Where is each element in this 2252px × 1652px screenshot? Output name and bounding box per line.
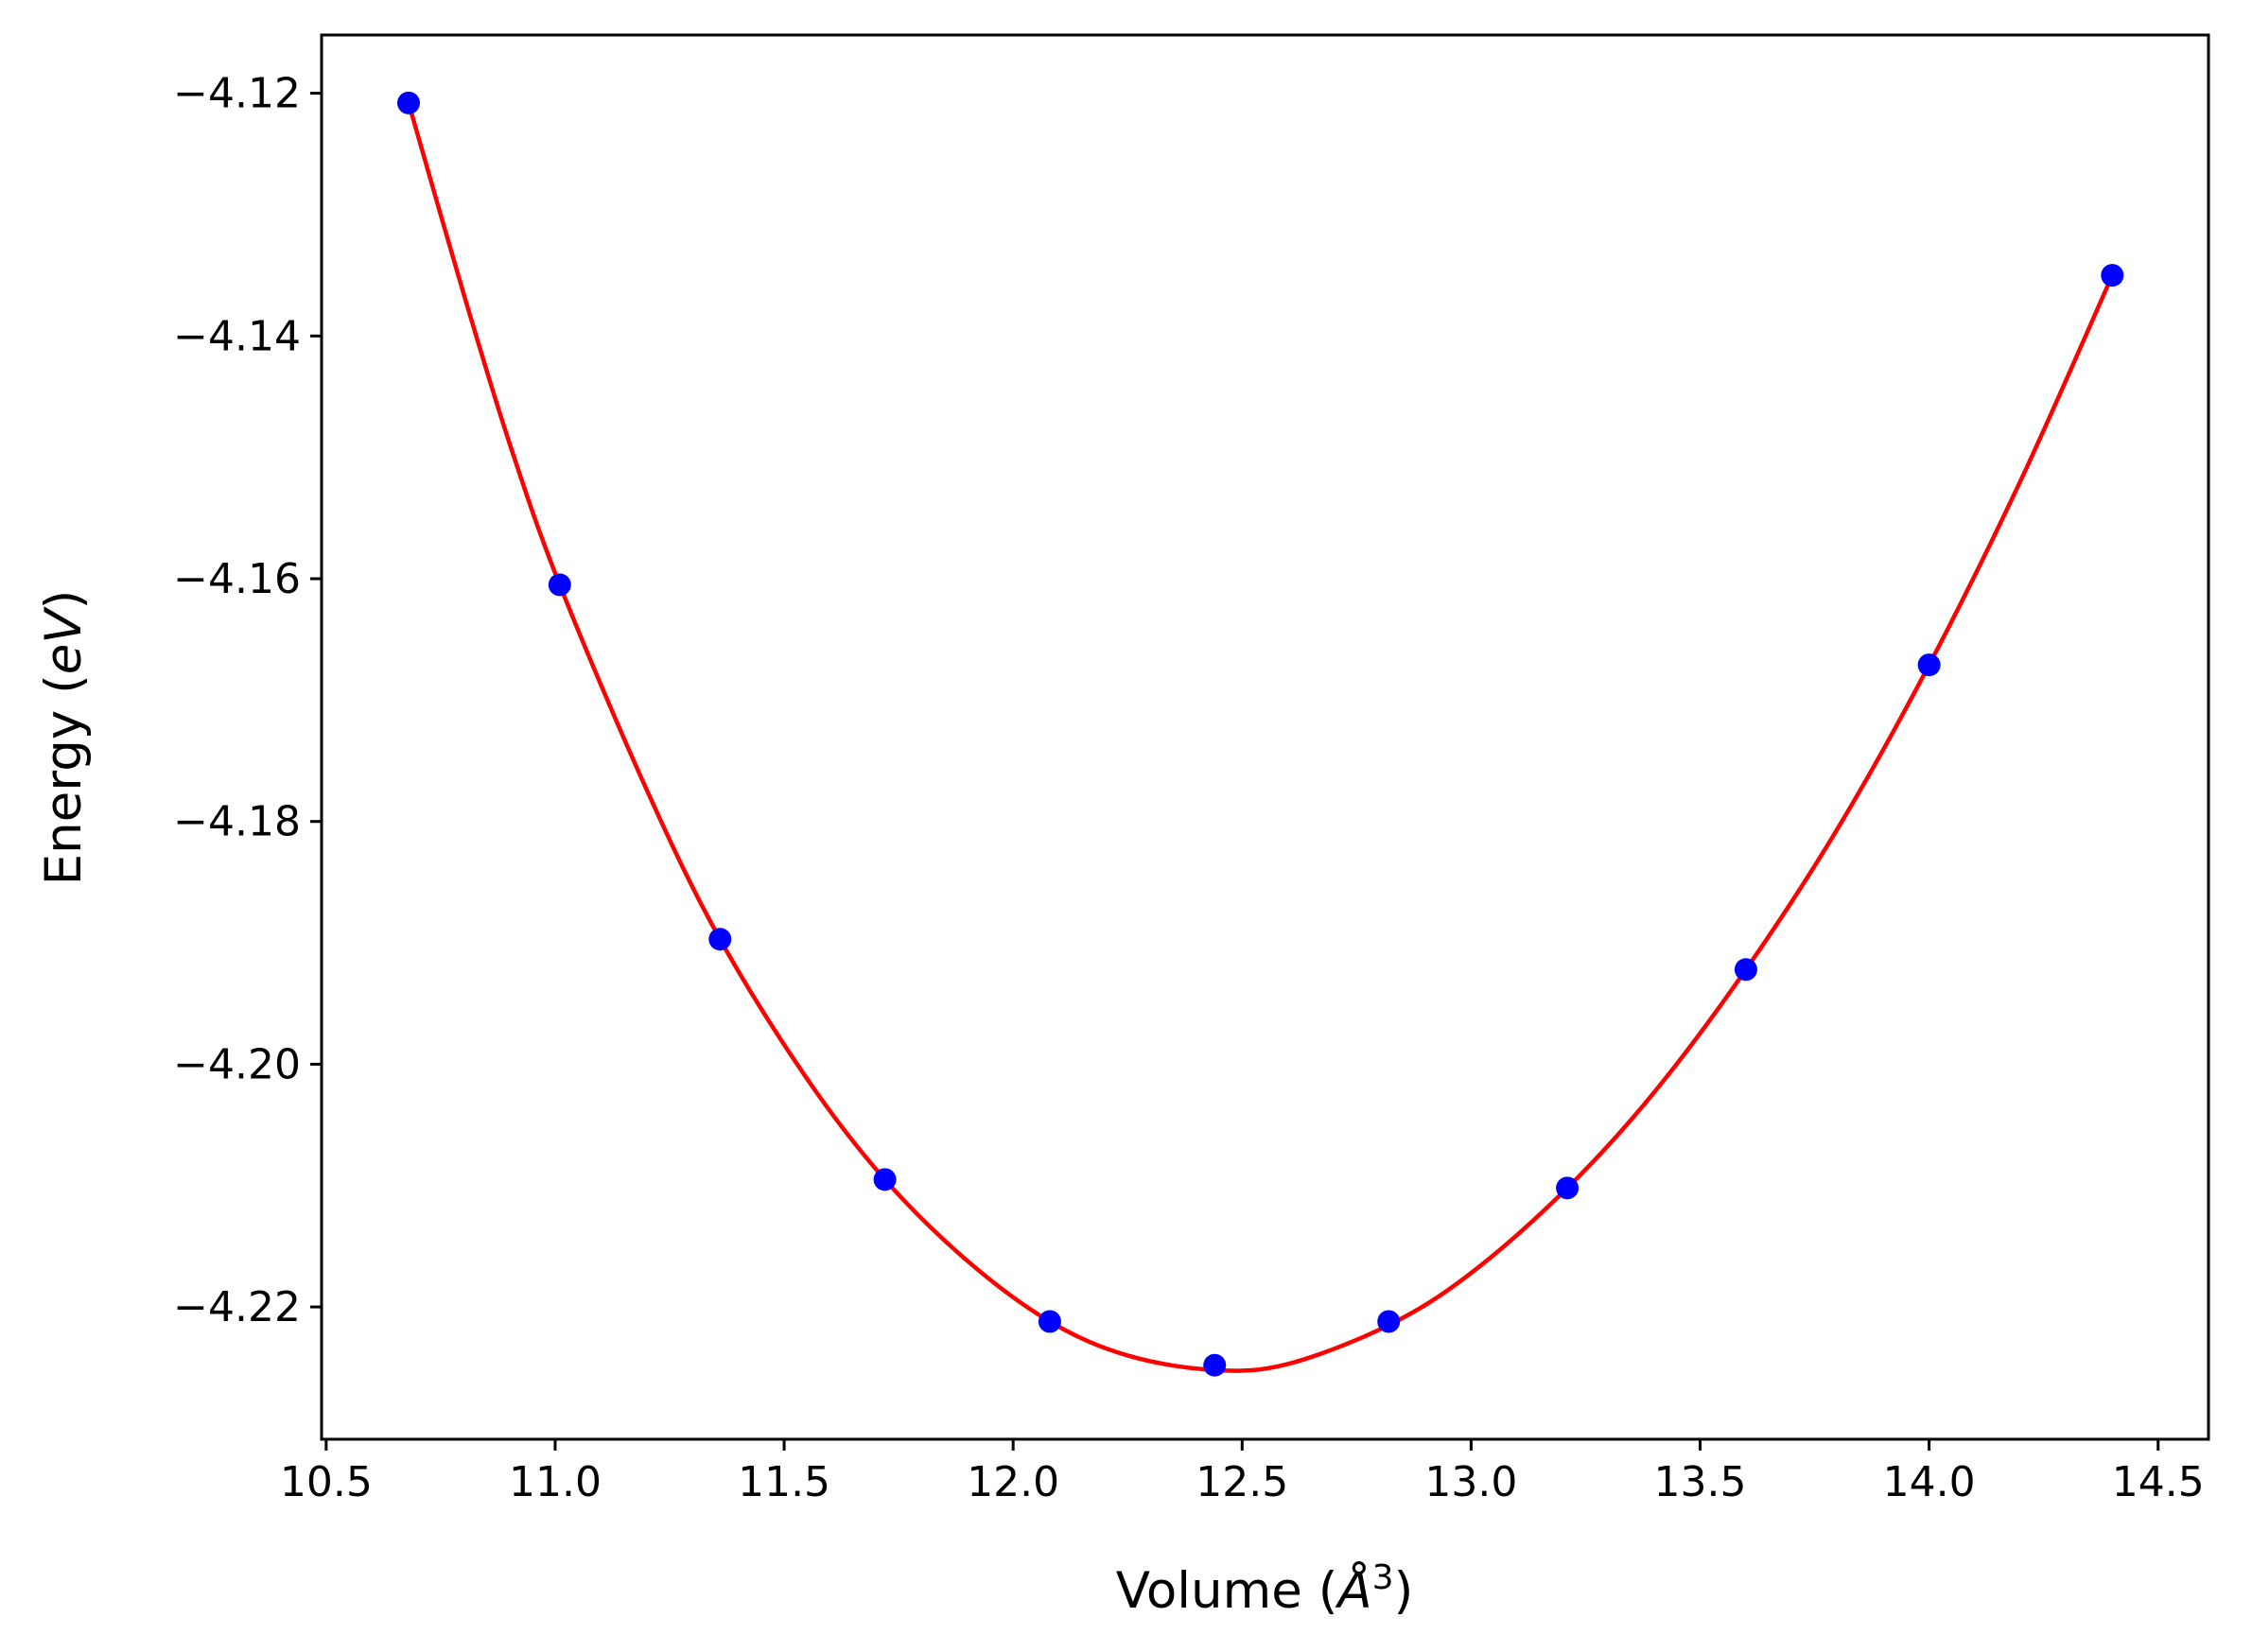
x-tick-label: 13.0 — [1424, 1458, 1517, 1506]
x-tick-label: 12.5 — [1196, 1458, 1288, 1506]
data-point — [873, 1168, 897, 1191]
x-tick-label: 14.0 — [1883, 1458, 1976, 1506]
x-tick-label: 14.5 — [2112, 1458, 2205, 1506]
x-tick-label: 10.5 — [280, 1458, 373, 1506]
data-point — [1917, 653, 1941, 677]
y-tick-label: −4.22 — [173, 1283, 301, 1331]
plot-content — [397, 91, 2124, 1377]
y-tick-label: −4.16 — [173, 555, 301, 603]
data-point — [1556, 1176, 1580, 1200]
y-axis-label: Energy (eV) — [35, 590, 93, 886]
data-point — [397, 91, 421, 114]
x-axis-label: Volume (Å3) — [1116, 1558, 1414, 1620]
x-tick-label: 11.5 — [738, 1458, 830, 1506]
x-tick-label: 11.0 — [509, 1458, 602, 1506]
data-point — [1038, 1310, 1061, 1333]
x-tick-label: 13.5 — [1654, 1458, 1747, 1506]
y-tick-label: −4.14 — [173, 312, 301, 360]
x-tick-label: 12.0 — [967, 1458, 1059, 1506]
y-tick-label: −4.18 — [173, 798, 301, 846]
fit-curve — [406, 102, 2115, 1373]
data-point — [708, 928, 732, 951]
x-axis-ticks: 10.5 11.0 11.5 12.0 12.5 13.0 13.5 14.0 14.5 — [280, 1439, 2205, 1506]
plot-frame — [320, 33, 2210, 1441]
y-axis-ticks: −4.12 −4.14 −4.16 −4.18 −4.20 −4.22 — [173, 70, 322, 1331]
y-tick-label: −4.12 — [173, 70, 301, 118]
data-point — [548, 573, 571, 597]
data-point — [1734, 958, 1757, 982]
data-point — [1377, 1310, 1401, 1333]
data-point — [1203, 1353, 1227, 1377]
data-point — [2101, 264, 2124, 287]
y-tick-label: −4.20 — [173, 1040, 301, 1088]
